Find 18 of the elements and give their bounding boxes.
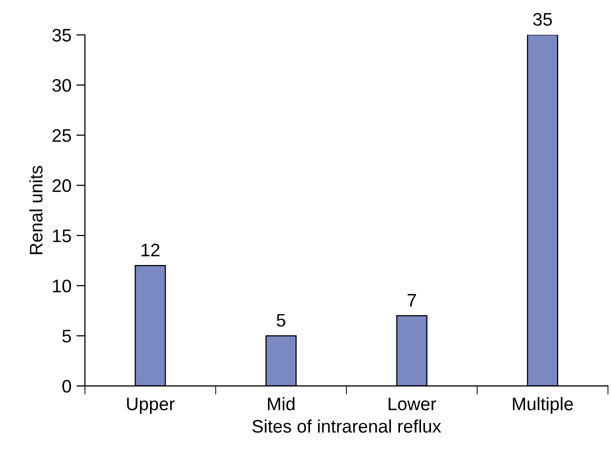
y-axis-title: Renal units [29, 166, 43, 254]
x-tick-label: Multiple [512, 397, 573, 414]
y-tick-label: 10 [53, 280, 72, 292]
y-tick-label: 35 [52, 28, 71, 42]
data-label: 12 [142, 244, 160, 256]
y-tick-label: 20 [52, 179, 72, 192]
x-tick-label: Mid [268, 397, 294, 410]
data-label: 35 [533, 12, 552, 26]
y-tick-label: 5 [62, 330, 71, 343]
y-tick-label: 0 [62, 380, 72, 393]
y-tick-label: 30 [52, 78, 72, 92]
x-axis-title: Sites of intrarenal reflux [252, 419, 442, 433]
y-tick-label: 25 [52, 129, 71, 142]
y-tick-label: 15 [53, 230, 71, 242]
data-label: 7 [408, 294, 416, 306]
x-tick-label: Lower [388, 398, 436, 410]
x-tick-label: Upper [127, 398, 175, 414]
data-label: 5 [276, 314, 286, 327]
